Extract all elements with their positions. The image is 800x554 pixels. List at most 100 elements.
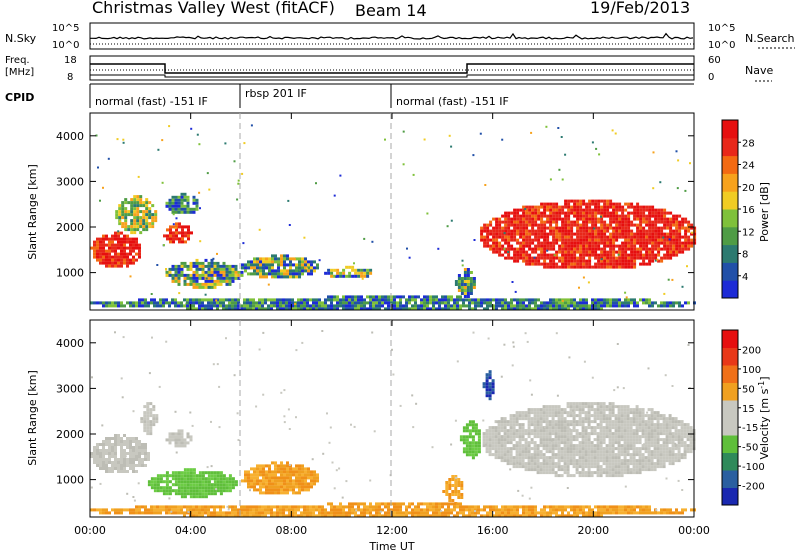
heatmap-cell: [644, 435, 648, 439]
heatmap-cell: [141, 464, 144, 467]
heatmap-cell: [626, 405, 630, 409]
heatmap-cell: [644, 444, 648, 448]
heatmap-cell: [587, 426, 591, 430]
heatmap-cell: [195, 474, 199, 478]
heatmap-cell: [102, 234, 105, 238]
heatmap-cell: [548, 444, 552, 448]
heatmap-cell: [554, 408, 558, 412]
heatmap-cell: [579, 226, 583, 230]
heatmap-cell: [136, 210, 140, 214]
heatmap-cell: [295, 470, 298, 474]
heatmap-cell: [154, 213, 158, 217]
heatmap-cell: [560, 423, 564, 427]
heatmap-cell: [633, 244, 637, 248]
heatmap-cell: [282, 307, 285, 311]
heatmap-cell: [530, 408, 534, 412]
heatmap-cell: [639, 217, 643, 221]
heatmap-cell: [204, 273, 208, 277]
heatmap-cell: [581, 468, 585, 472]
heatmap-speck: [600, 215, 602, 218]
heatmap-cell: [216, 505, 219, 509]
heatmap-cell: [150, 505, 153, 509]
heatmap-cell: [630, 265, 634, 269]
heatmap-cell: [316, 473, 319, 477]
heatmap-cell: [145, 225, 149, 229]
heatmap-cell: [543, 208, 547, 212]
heatmap-cell: [551, 441, 555, 445]
heatmap-cell: [336, 268, 340, 272]
heatmap-cell: [357, 271, 361, 275]
heatmap-cell: [153, 304, 156, 308]
heatmap-cell: [608, 441, 612, 445]
heatmap-cell: [144, 298, 147, 302]
heatmap-cell: [172, 225, 175, 229]
heatmap-cell: [463, 274, 467, 277]
heatmap-cell: [588, 304, 591, 308]
heatmap-cell: [429, 295, 432, 299]
heatmap-cell: [630, 202, 634, 206]
heatmap-cell: [192, 201, 196, 205]
heatmap-cell: [657, 244, 661, 248]
heatmap-cell: [477, 444, 481, 448]
heatmap-cell: [576, 199, 580, 203]
heatmap-cell: [310, 482, 313, 486]
heatmap-cell: [195, 267, 199, 271]
heatmap-cell: [292, 275, 295, 279]
heatmap-cell: [124, 216, 128, 220]
cpid-label: CPID: [5, 91, 34, 104]
heatmap-cell: [482, 444, 486, 448]
heatmap-cell: [585, 202, 589, 206]
heatmap-cell: [522, 205, 526, 209]
heatmap-cell: [515, 423, 519, 427]
heatmap-cell: [687, 220, 691, 224]
heatmap-cell: [237, 304, 240, 308]
heatmap-cell: [171, 489, 175, 493]
heatmap-cell: [108, 240, 111, 244]
heatmap-cell: [174, 279, 178, 283]
heatmap-cell: [635, 405, 639, 409]
heatmap-cell: [602, 456, 606, 460]
heatmap-cell: [674, 429, 678, 433]
heatmap-cell: [593, 426, 597, 430]
heatmap-cell: [201, 304, 204, 308]
heatmap-cell: [549, 214, 553, 218]
heatmap-cell: [605, 462, 609, 466]
heatmap-cell: [504, 304, 507, 308]
heatmap-cell: [129, 511, 132, 515]
heatmap-speck: [172, 223, 175, 226]
heatmap-cell: [280, 275, 283, 279]
heatmap-cell: [466, 268, 470, 271]
heatmap-cell: [537, 259, 541, 263]
heatmap-cell: [497, 432, 501, 436]
heatmap-cell: [165, 301, 168, 305]
heatmap-cell: [207, 508, 210, 512]
heatmap-cell: [141, 301, 144, 305]
heatmap-cell: [588, 247, 592, 251]
heatmap-cell: [243, 505, 246, 509]
heatmap-speck: [503, 247, 506, 250]
heatmap-cell: [135, 464, 138, 467]
heatmap-cell: [599, 417, 603, 421]
heatmap-cell: [569, 402, 573, 406]
heatmap-cell: [280, 461, 283, 465]
freq-label: Freq.: [5, 55, 30, 66]
heatmap-cell: [662, 465, 666, 469]
heatmap-cell: [603, 226, 607, 230]
heatmap-cell: [316, 476, 319, 480]
heatmap-cell: [457, 280, 461, 283]
heatmap-speck: [689, 162, 691, 165]
heatmap-cell: [268, 257, 271, 261]
heatmap-cell: [491, 438, 495, 442]
heatmap-cell: [471, 453, 475, 457]
heatmap-cell: [522, 217, 526, 221]
heatmap-cell: [618, 247, 622, 251]
heatmap-cell: [680, 423, 684, 427]
heatmap-cell: [597, 244, 601, 248]
heatmap-cell: [573, 301, 576, 305]
heatmap-cell: [300, 304, 303, 308]
heatmap-cell: [641, 426, 645, 430]
heatmap-cell: [617, 459, 621, 463]
heatmap-cell: [129, 237, 132, 241]
heatmap-cell: [204, 511, 207, 515]
heatmap-cell: [387, 307, 390, 311]
